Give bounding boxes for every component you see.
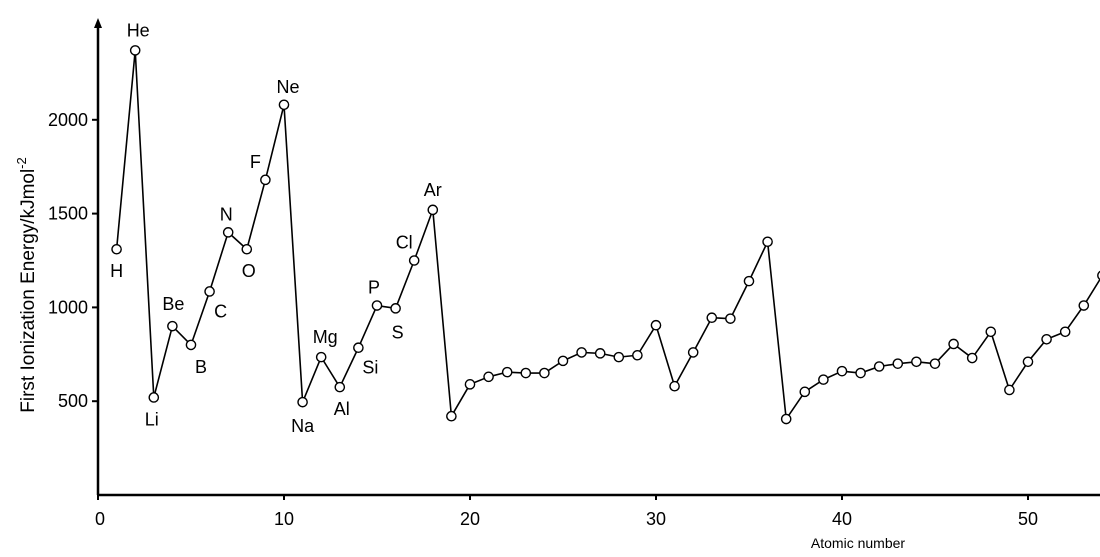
element-label-cl: Cl: [396, 233, 413, 253]
data-point: [725, 313, 736, 324]
data-point: [483, 371, 494, 383]
data-point: [873, 361, 885, 372]
data-point: [855, 367, 866, 379]
data-point: [446, 410, 457, 422]
data-point: [687, 347, 699, 358]
data-point: [501, 366, 513, 378]
data-point: [204, 286, 215, 297]
data-point: [464, 379, 476, 390]
data-point: [743, 275, 755, 287]
element-label-o: O: [242, 261, 256, 281]
data-point: [297, 396, 308, 408]
y-axis-title: First Ionization Energy/kJmol-2: [14, 157, 39, 412]
element-label-n: N: [220, 204, 233, 224]
data-point: [148, 392, 160, 403]
data-point: [966, 352, 978, 364]
element-label-li: Li: [145, 409, 159, 429]
data-point: [1097, 270, 1100, 281]
data-point: [929, 358, 941, 369]
element-label-s: S: [392, 322, 404, 342]
data-point: [1022, 356, 1034, 368]
data-point: [985, 326, 997, 338]
y-tick-label: 1000: [48, 297, 88, 317]
data-point: [241, 243, 253, 255]
data-point: [1059, 326, 1071, 338]
element-label-mg: Mg: [313, 327, 338, 347]
x-tick-label: 20: [460, 509, 480, 529]
element-label-f: F: [250, 152, 261, 172]
axis-titles: First Ionization Energy/kJmol-2 Atomic nu…: [14, 157, 905, 551]
y-axis-arrow: [94, 18, 102, 28]
data-point: [799, 386, 811, 398]
data-point: [557, 355, 569, 367]
y-tick-label: 500: [58, 391, 88, 411]
series-line: [115, 49, 1100, 420]
x-tick-label: 10: [274, 509, 294, 529]
data-point: [780, 413, 792, 425]
data-point: [818, 374, 829, 385]
data-point: [1004, 384, 1015, 396]
data-point: [334, 381, 346, 393]
data-point: [762, 236, 773, 248]
data-point: [650, 319, 662, 331]
data-point: [594, 348, 606, 359]
data-point: [408, 255, 420, 266]
x-axis-title: Atomic number: [811, 535, 905, 551]
data-point: [353, 342, 364, 354]
data-point: [390, 303, 401, 314]
axes: [94, 18, 1100, 497]
element-label-p: P: [368, 278, 380, 298]
x-tick-label: 0: [95, 509, 105, 529]
data-point: [111, 243, 122, 255]
element-label-be: Be: [162, 294, 184, 314]
element-label-h: H: [110, 261, 123, 281]
data-point: [520, 367, 532, 379]
data-point: [539, 367, 550, 379]
data-point: [836, 365, 848, 377]
x-tick-label: 30: [646, 509, 666, 529]
element-label-si: Si: [362, 358, 378, 378]
tick-labels: 500 1000 1500 2000 0 10 20 30 40 50: [48, 110, 1038, 529]
data-point: [706, 312, 718, 324]
data-point: [185, 339, 197, 351]
data-point: [222, 227, 234, 238]
element-label-b: B: [195, 357, 207, 377]
data-point: [576, 347, 587, 358]
element-label-al: Al: [334, 399, 350, 419]
series-group: [111, 45, 1100, 425]
y-axis-title-superscript: -2: [14, 157, 29, 169]
data-point: [1041, 333, 1052, 345]
data-point: [892, 358, 904, 369]
data-point: [669, 380, 680, 392]
y-tick-label: 1500: [48, 204, 88, 224]
data-point: [613, 351, 625, 363]
data-point: [911, 356, 922, 368]
data-point: [315, 351, 327, 363]
element-label-ar: Ar: [424, 180, 442, 200]
data-point: [278, 99, 290, 111]
element-labels: H He Li Be B C N O F Ne Na Mg Al Si P S Cl Ar: [110, 20, 442, 436]
data-point: [260, 174, 271, 186]
x-tick-label: 50: [1018, 509, 1038, 529]
element-label-na: Na: [291, 416, 315, 436]
data-point: [427, 204, 439, 216]
data-point: [371, 300, 383, 311]
y-tick-label: 2000: [48, 110, 88, 130]
data-point: [1078, 300, 1090, 311]
data-point: [632, 349, 643, 361]
data-point: [129, 45, 141, 56]
x-tick-label: 40: [832, 509, 852, 529]
element-label-c: C: [214, 301, 227, 321]
data-point: [167, 320, 178, 332]
element-label-ne: Ne: [276, 77, 299, 97]
data-point: [948, 338, 959, 350]
element-label-he: He: [127, 20, 150, 40]
